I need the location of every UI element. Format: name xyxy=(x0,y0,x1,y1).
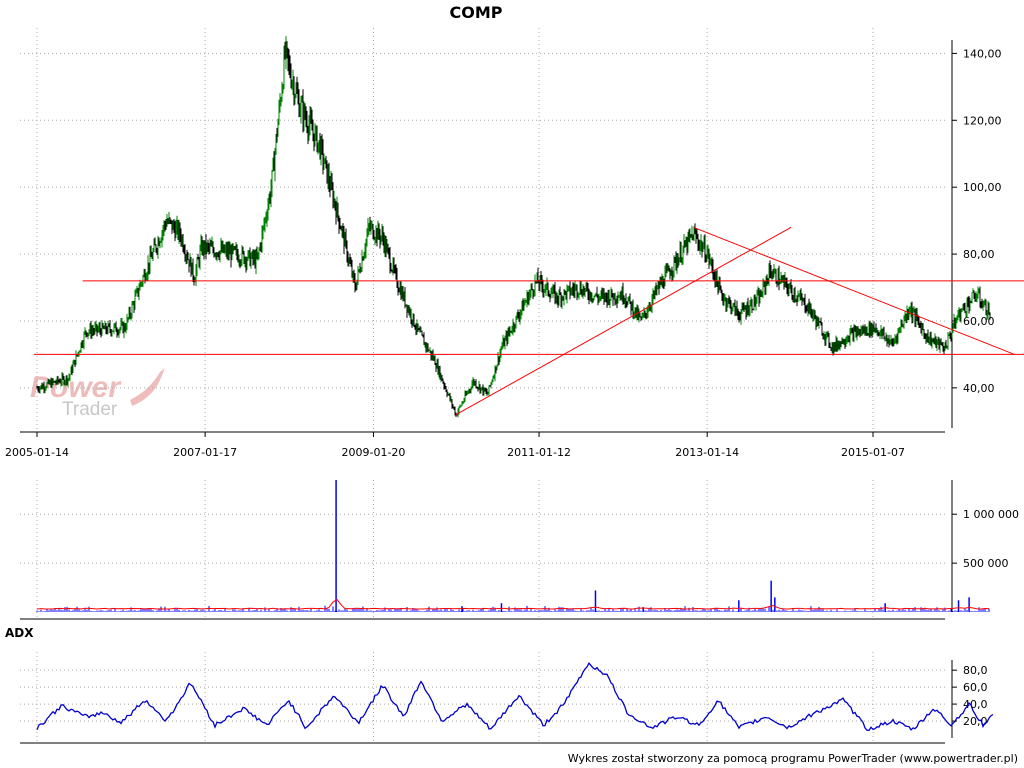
footer-credit: Wykres został stworzony za pomocą progra… xyxy=(568,752,1018,765)
price-x-tick-label: 2015-01-07 xyxy=(841,446,905,459)
chart-title: COMP xyxy=(450,3,503,22)
price-candles xyxy=(36,36,991,418)
volume-grid xyxy=(20,480,945,618)
volume-average-line xyxy=(36,598,990,610)
price-y-tick-label: 80,00 xyxy=(963,248,995,261)
price-grid xyxy=(20,28,945,432)
price-trend-lines xyxy=(34,226,1024,416)
adx-y-tick-label: 40,0 xyxy=(963,698,988,711)
volume-panel: 500 000 1 000 000 xyxy=(20,480,1019,620)
volume-y-ticks: 500 000 1 000 000 xyxy=(952,508,1019,570)
volume-bars xyxy=(36,480,990,612)
adx-series-line xyxy=(36,662,994,731)
adx-y-ticks: 20,0 40,0 60,0 80,0 xyxy=(952,664,988,728)
watermark-logo: Power Trader xyxy=(30,368,165,420)
adx-panel: ADX 20,0 40,0 60,0 80,0 xyxy=(5,626,994,744)
price-y-tick-label: 120,00 xyxy=(963,114,1002,127)
price-x-tick-label: 2007-01-17 xyxy=(173,446,237,459)
volume-y-tick-label: 1 000 000 xyxy=(963,508,1019,521)
watermark-line2: Trader xyxy=(62,399,118,420)
price-trend-line xyxy=(693,226,1015,355)
price-x-tick-label: 2009-01-20 xyxy=(341,446,405,459)
adx-y-tick-label: 20,0 xyxy=(963,715,988,728)
price-y-tick-label: 100,00 xyxy=(963,181,1002,194)
volume-y-tick-label: 500 000 xyxy=(963,557,1009,570)
adx-title: ADX xyxy=(5,626,34,640)
watermark-swoosh-icon xyxy=(130,368,165,406)
price-x-tick-label: 2013-01-14 xyxy=(675,446,739,459)
adx-y-tick-label: 60,0 xyxy=(963,681,988,694)
price-y-tick-label: 140,00 xyxy=(963,47,1002,60)
price-trend-line xyxy=(455,226,792,416)
price-y-tick-label: 40,00 xyxy=(963,382,995,395)
adx-y-tick-label: 80,0 xyxy=(963,664,988,677)
price-x-tick-label: 2005-01-14 xyxy=(5,446,69,459)
adx-grid xyxy=(20,652,945,742)
price-panel: COMP 2005-01-14 2007-01-17 2009-01-20 2011-… xyxy=(5,3,1024,459)
price-x-ticks: 2005-01-14 2007-01-17 2009-01-20 2011-01-12… xyxy=(5,432,905,459)
price-x-tick-label: 2011-01-12 xyxy=(507,446,571,459)
